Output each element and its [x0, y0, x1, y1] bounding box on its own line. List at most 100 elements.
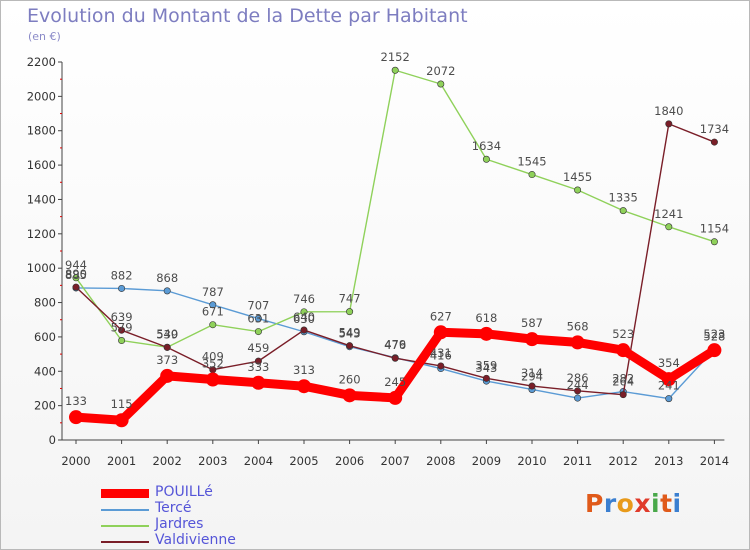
series-jardres	[72, 66, 718, 351]
y-tick-label: 0	[49, 433, 56, 447]
data-point	[479, 326, 494, 341]
data-point	[665, 223, 673, 231]
logo-letter: r	[603, 489, 617, 518]
data-point	[72, 274, 80, 282]
x-tick-label: 2006	[335, 454, 364, 468]
data-label: 523	[703, 327, 725, 341]
data-point	[574, 387, 582, 395]
data-label: 631	[247, 312, 269, 326]
data-label: 286	[567, 371, 589, 385]
data-label: 890	[65, 267, 87, 281]
data-label: 264	[612, 375, 634, 389]
data-label: 587	[521, 316, 543, 330]
data-label: 1545	[517, 155, 546, 169]
data-point	[388, 390, 403, 405]
data-label: 313	[293, 363, 315, 377]
data-label: 416	[430, 349, 452, 363]
data-label: 944	[65, 258, 87, 272]
logo-letter: t	[660, 489, 673, 518]
data-point	[574, 186, 582, 194]
data-point	[254, 328, 262, 336]
chart-title: Evolution du Montant de la Dette par Hab…	[27, 5, 468, 27]
x-tick-label: 2000	[61, 454, 90, 468]
series-pouille	[69, 325, 722, 428]
data-label: 2152	[381, 50, 410, 64]
data-point	[437, 80, 445, 88]
data-point	[114, 413, 129, 428]
legend-label: POUILLé	[155, 484, 213, 500]
y-tick-label: 2000	[27, 89, 56, 103]
data-point	[482, 374, 490, 382]
data-label: 882	[111, 268, 133, 282]
data-point	[525, 332, 539, 347]
data-point	[437, 362, 445, 370]
data-label: 787	[202, 285, 224, 299]
data-label: 747	[339, 292, 361, 306]
data-label: 1455	[563, 170, 592, 184]
data-label: 431	[430, 346, 452, 360]
y-tick-label: 600	[34, 330, 56, 344]
data-point	[391, 66, 399, 74]
data-point	[346, 342, 354, 350]
data-label: 746	[293, 292, 315, 306]
data-label: 373	[156, 353, 178, 367]
data-point	[118, 326, 126, 334]
data-point	[163, 287, 171, 295]
y-tick-label: 1400	[27, 192, 56, 206]
data-label: 333	[247, 360, 269, 374]
logo-letter: o	[616, 489, 635, 518]
data-label: 868	[156, 271, 178, 285]
data-label: 343	[475, 361, 497, 375]
data-label: 2072	[426, 64, 455, 78]
data-label: 359	[475, 358, 497, 372]
data-point	[346, 308, 354, 316]
x-tick-label: 2011	[563, 454, 592, 468]
data-label: 479	[384, 338, 406, 352]
x-tick-label: 2005	[289, 454, 318, 468]
series-line-jardres	[75, 69, 716, 348]
logo-letter: i	[672, 489, 682, 518]
x-tick-label: 2003	[198, 454, 227, 468]
x-tick-label: 2008	[426, 454, 455, 468]
data-label: 579	[111, 321, 133, 335]
data-point	[209, 301, 217, 309]
data-label: 282	[612, 372, 634, 386]
data-label: 1634	[472, 139, 501, 153]
chart-unit-label: (en €)	[28, 30, 61, 43]
data-point	[254, 315, 262, 323]
data-label: 540	[156, 327, 178, 341]
data-label: 1241	[654, 207, 683, 221]
data-label: 459	[247, 341, 269, 355]
data-point	[710, 138, 718, 146]
data-point	[118, 284, 126, 292]
logo-letter: P	[585, 489, 604, 518]
x-tick-label: 2007	[381, 454, 410, 468]
data-label: 528	[703, 329, 725, 343]
x-tick-label: 2002	[153, 454, 182, 468]
y-tick-label: 2200	[27, 55, 56, 69]
legend-swatch	[101, 489, 149, 498]
data-label: 640	[293, 310, 315, 324]
data-label: 630	[293, 312, 315, 326]
y-tick-label: 400	[34, 364, 56, 378]
data-label: 523	[612, 327, 634, 341]
x-tick-label: 2010	[517, 454, 546, 468]
legend-swatch	[101, 541, 149, 543]
data-label: 539	[156, 327, 178, 341]
logo-letter: x	[634, 489, 651, 518]
data-label: 409	[202, 350, 224, 364]
legend-label: Tercé	[155, 500, 192, 516]
data-label: 707	[247, 299, 269, 313]
data-label: 354	[658, 356, 680, 370]
legend-swatch	[101, 509, 149, 511]
data-point	[433, 325, 448, 340]
data-point	[574, 394, 582, 402]
data-label: 549	[339, 326, 361, 340]
x-tick-label: 2004	[244, 454, 273, 468]
data-point	[528, 382, 536, 390]
data-label: 352	[202, 357, 224, 371]
data-label: 260	[339, 372, 361, 386]
data-label: 115	[111, 397, 133, 411]
